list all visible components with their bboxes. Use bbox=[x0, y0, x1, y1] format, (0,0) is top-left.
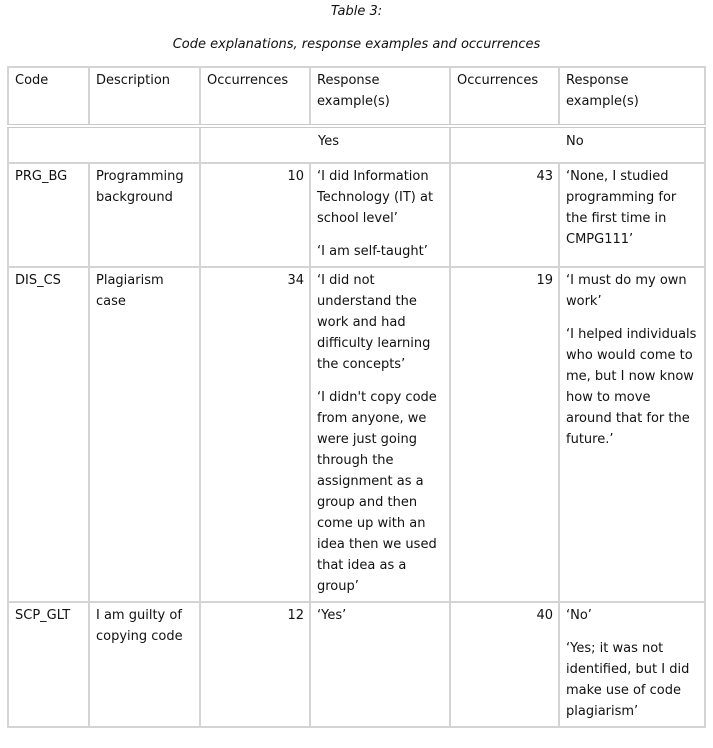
header-occurrences-no: Occurrences bbox=[449, 66, 560, 128]
no-examples-cell: ‘No’ ‘Yes; it was not identified, but I d… bbox=[558, 601, 706, 728]
yes-count-cell: 12 bbox=[199, 601, 311, 728]
code-cell: DIS_CS bbox=[7, 266, 90, 603]
response-example: ‘No’ bbox=[566, 608, 592, 623]
codes-table: Code Description Occurrences Response ex… bbox=[7, 66, 706, 728]
group-yes: Yes bbox=[199, 125, 451, 164]
header-response-no: Response example(s) bbox=[558, 66, 706, 128]
code-cell: SCP_GLT bbox=[7, 601, 90, 728]
no-examples-cell: ‘None, I studied programming for the fir… bbox=[558, 162, 706, 268]
code-cell: PRG_BG bbox=[7, 162, 90, 268]
table-title: Table 3: bbox=[330, 4, 383, 19]
description-cell: Programming background bbox=[88, 162, 201, 268]
yes-examples-cell: ‘Yes’ bbox=[309, 601, 451, 728]
description-cell: Plagiarism case bbox=[88, 266, 201, 603]
table-row: DIS_CS Plagiarism case 34 ‘I did not unders… bbox=[7, 266, 706, 603]
response-example: ‘Yes; it was not identified, but I did m… bbox=[566, 641, 690, 719]
yes-examples-cell: ‘I did Information Technology (IT) at sc… bbox=[309, 162, 451, 268]
yes-count-cell: 34 bbox=[199, 266, 311, 603]
yes-count-cell: 10 bbox=[199, 162, 311, 268]
header-description: Description bbox=[88, 66, 201, 128]
table-caption: Code explanations, response examples and… bbox=[172, 37, 541, 52]
group-no-label: No bbox=[566, 134, 584, 149]
header-response-yes: Response example(s) bbox=[309, 66, 451, 128]
header-occurrences-yes: Occurrences bbox=[199, 66, 311, 128]
response-example: ‘Yes’ bbox=[317, 608, 347, 623]
no-examples-cell: ‘I must do my own work’ ‘I helped individ… bbox=[558, 266, 706, 603]
response-example: ‘I helped individuals who would come to … bbox=[566, 327, 697, 447]
response-example: ‘None, I studied programming for the fir… bbox=[566, 169, 677, 247]
response-example: ‘I am self-taught’ bbox=[317, 244, 428, 259]
no-count-cell: 19 bbox=[449, 266, 560, 603]
response-example: ‘I must do my own work’ bbox=[566, 273, 687, 309]
no-count-cell: 43 bbox=[449, 162, 560, 268]
table-row: PRG_BG Programming background 10 ‘I did Inf… bbox=[7, 162, 706, 268]
response-example: ‘I did not understand the work and had d… bbox=[317, 273, 431, 372]
description-cell: I am guilty of copying code bbox=[88, 601, 201, 728]
empty-cell bbox=[7, 125, 201, 164]
group-no: No bbox=[449, 125, 706, 164]
response-example: ‘I didn't copy code from anyone, we were… bbox=[317, 390, 437, 594]
table-row: SCP_GLT I am guilty of copying code 12 ‘Yes… bbox=[7, 601, 706, 728]
no-count-cell: 40 bbox=[449, 601, 560, 728]
yes-examples-cell: ‘I did not understand the work and had d… bbox=[309, 266, 451, 603]
header-row: Code Description Occurrences Response ex… bbox=[7, 66, 706, 128]
response-example: ‘I did Information Technology (IT) at sc… bbox=[317, 169, 434, 226]
header-code: Code bbox=[7, 66, 90, 128]
group-row: Yes No bbox=[7, 125, 706, 164]
group-yes-label: Yes bbox=[318, 134, 339, 149]
